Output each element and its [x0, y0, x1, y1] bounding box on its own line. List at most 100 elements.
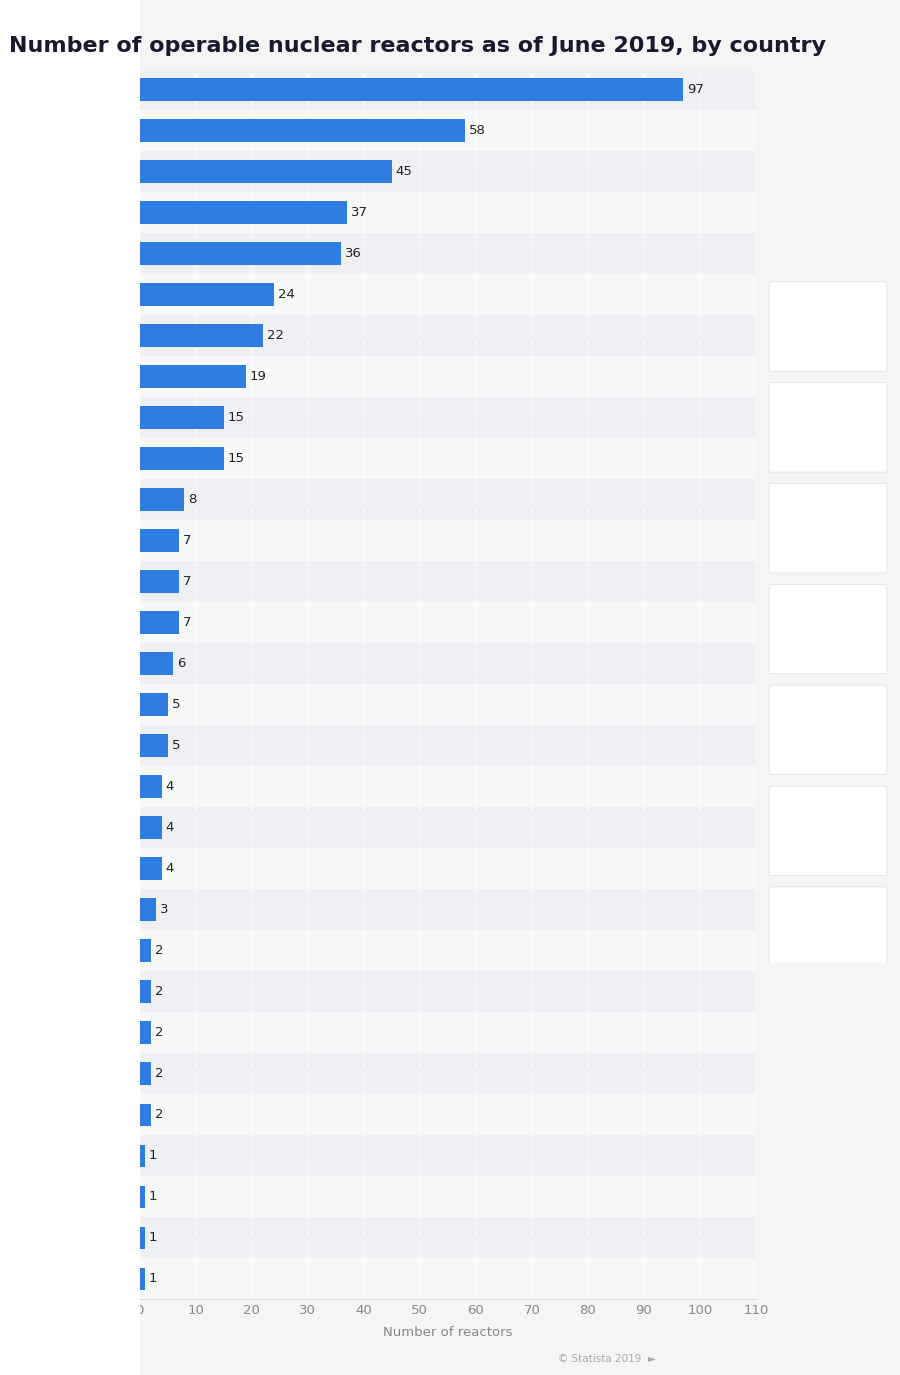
Bar	[140, 1136, 756, 1177]
Bar	[140, 529, 179, 551]
Bar	[140, 193, 756, 232]
Bar	[140, 69, 756, 110]
Bar	[140, 520, 756, 561]
Bar	[140, 324, 263, 346]
Bar	[140, 201, 346, 224]
Bar	[140, 890, 756, 930]
Text: 7: 7	[183, 575, 191, 588]
Bar	[140, 693, 167, 716]
Bar	[140, 406, 223, 429]
Text: 1: 1	[149, 1232, 158, 1244]
Bar	[140, 817, 162, 839]
FancyBboxPatch shape	[769, 584, 887, 674]
Text: 5: 5	[171, 698, 180, 711]
FancyBboxPatch shape	[769, 484, 887, 573]
Text: 2: 2	[155, 1026, 163, 1040]
Bar	[140, 397, 756, 437]
Text: 7: 7	[183, 616, 191, 628]
Bar	[140, 571, 179, 593]
Bar	[140, 78, 683, 100]
Bar	[140, 1258, 756, 1299]
Bar	[140, 1185, 145, 1209]
Bar	[140, 151, 756, 191]
FancyBboxPatch shape	[769, 685, 887, 774]
Bar	[140, 1176, 756, 1217]
Bar	[140, 356, 756, 397]
FancyBboxPatch shape	[769, 282, 887, 371]
Bar	[140, 848, 756, 890]
Bar	[140, 775, 162, 797]
Bar	[140, 1022, 150, 1044]
Bar	[140, 1144, 145, 1167]
Bar	[140, 858, 162, 880]
Bar	[140, 1094, 756, 1136]
Text: Number of operable nuclear reactors as of June 2019, by country: Number of operable nuclear reactors as o…	[9, 36, 826, 56]
Text: 15: 15	[228, 411, 245, 424]
Bar	[140, 1063, 150, 1085]
Bar	[140, 1217, 756, 1258]
Text: 2: 2	[155, 1067, 163, 1081]
Bar	[140, 898, 157, 921]
Text: 1: 1	[149, 1272, 158, 1286]
Text: 36: 36	[346, 248, 362, 260]
Bar	[140, 1012, 756, 1053]
Text: 8: 8	[188, 494, 196, 506]
Bar	[140, 160, 392, 183]
Bar	[140, 652, 173, 675]
Text: 7: 7	[183, 534, 191, 547]
Bar	[140, 766, 756, 807]
Bar	[140, 939, 150, 962]
Bar	[140, 1104, 150, 1126]
Bar	[140, 232, 756, 274]
Bar	[140, 971, 756, 1012]
Bar	[140, 931, 756, 971]
Bar	[140, 734, 167, 756]
Bar	[140, 437, 756, 478]
Text: 2: 2	[155, 1108, 163, 1121]
Bar	[140, 120, 464, 142]
Text: 37: 37	[351, 206, 368, 219]
FancyBboxPatch shape	[769, 887, 887, 976]
Bar	[140, 602, 756, 644]
Bar	[140, 283, 274, 305]
Text: 3: 3	[160, 903, 168, 916]
Text: 2: 2	[155, 986, 163, 998]
Bar	[140, 725, 756, 766]
Text: 97: 97	[687, 82, 704, 96]
Bar	[140, 242, 341, 264]
Bar	[140, 980, 150, 1002]
Bar	[140, 685, 756, 725]
Bar	[140, 478, 756, 520]
Text: 4: 4	[166, 862, 175, 874]
Text: 45: 45	[396, 165, 412, 177]
FancyBboxPatch shape	[769, 382, 887, 472]
Bar	[140, 488, 184, 510]
Bar	[140, 447, 223, 470]
Text: 5: 5	[171, 740, 180, 752]
X-axis label: Number of reactors: Number of reactors	[383, 1326, 512, 1339]
Text: 6: 6	[177, 657, 185, 670]
Bar	[140, 612, 179, 634]
Text: 4: 4	[166, 780, 175, 793]
Bar	[140, 315, 756, 356]
Text: 22: 22	[266, 329, 284, 342]
Text: © Statista 2019  ►: © Statista 2019 ►	[558, 1354, 656, 1364]
Bar	[140, 366, 246, 388]
Text: 24: 24	[278, 287, 295, 301]
Text: 58: 58	[469, 124, 485, 136]
Text: 15: 15	[228, 452, 245, 465]
Bar	[140, 1226, 145, 1248]
Bar	[140, 110, 756, 151]
Bar	[140, 1053, 756, 1094]
Bar	[140, 807, 756, 848]
Text: 1: 1	[149, 1191, 158, 1203]
Bar	[140, 644, 756, 685]
Text: 1: 1	[149, 1150, 158, 1162]
Bar	[140, 274, 756, 315]
Bar	[140, 1268, 145, 1290]
Bar	[140, 561, 756, 602]
FancyBboxPatch shape	[769, 786, 887, 876]
Text: 4: 4	[166, 821, 175, 835]
Text: 19: 19	[250, 370, 266, 382]
Text: 2: 2	[155, 945, 163, 957]
